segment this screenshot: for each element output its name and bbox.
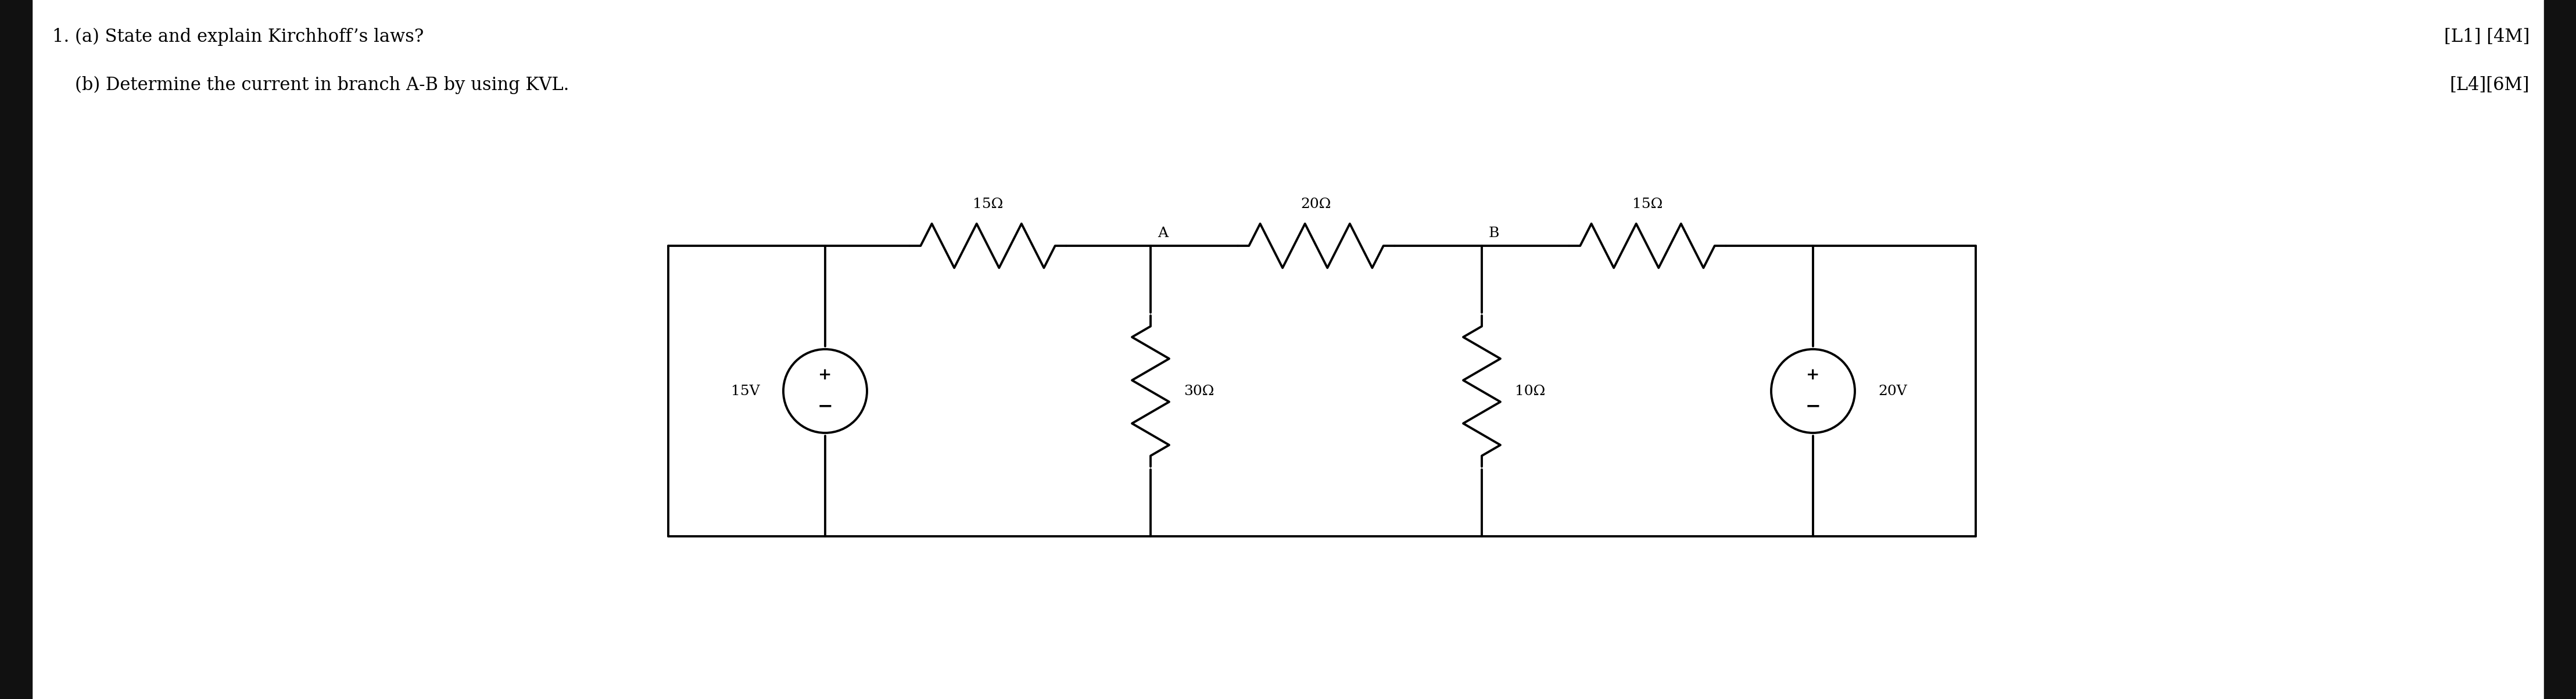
Text: −: −: [817, 398, 832, 416]
Text: 15Ω: 15Ω: [974, 198, 1002, 211]
Text: 20Ω: 20Ω: [1301, 198, 1332, 211]
Text: 15Ω: 15Ω: [1633, 198, 1662, 211]
Text: −: −: [1806, 398, 1821, 416]
Text: A: A: [1157, 226, 1167, 240]
Text: +: +: [819, 367, 832, 383]
Text: 30Ω: 30Ω: [1185, 384, 1213, 398]
Text: +: +: [1806, 367, 1819, 383]
Text: 15V: 15V: [732, 384, 760, 398]
Text: 1. (a) State and explain Kirchhoff’s laws?: 1. (a) State and explain Kirchhoff’s law…: [52, 28, 425, 46]
Text: 10Ω: 10Ω: [1515, 384, 1546, 398]
Text: [L4][6M]: [L4][6M]: [2450, 76, 2530, 94]
Text: (b) Determine the current in branch A-B by using KVL.: (b) Determine the current in branch A-B …: [52, 76, 569, 94]
Text: B: B: [1489, 226, 1499, 240]
Text: [L1] [4M]: [L1] [4M]: [2445, 28, 2530, 46]
Text: 20V: 20V: [1878, 384, 1906, 398]
